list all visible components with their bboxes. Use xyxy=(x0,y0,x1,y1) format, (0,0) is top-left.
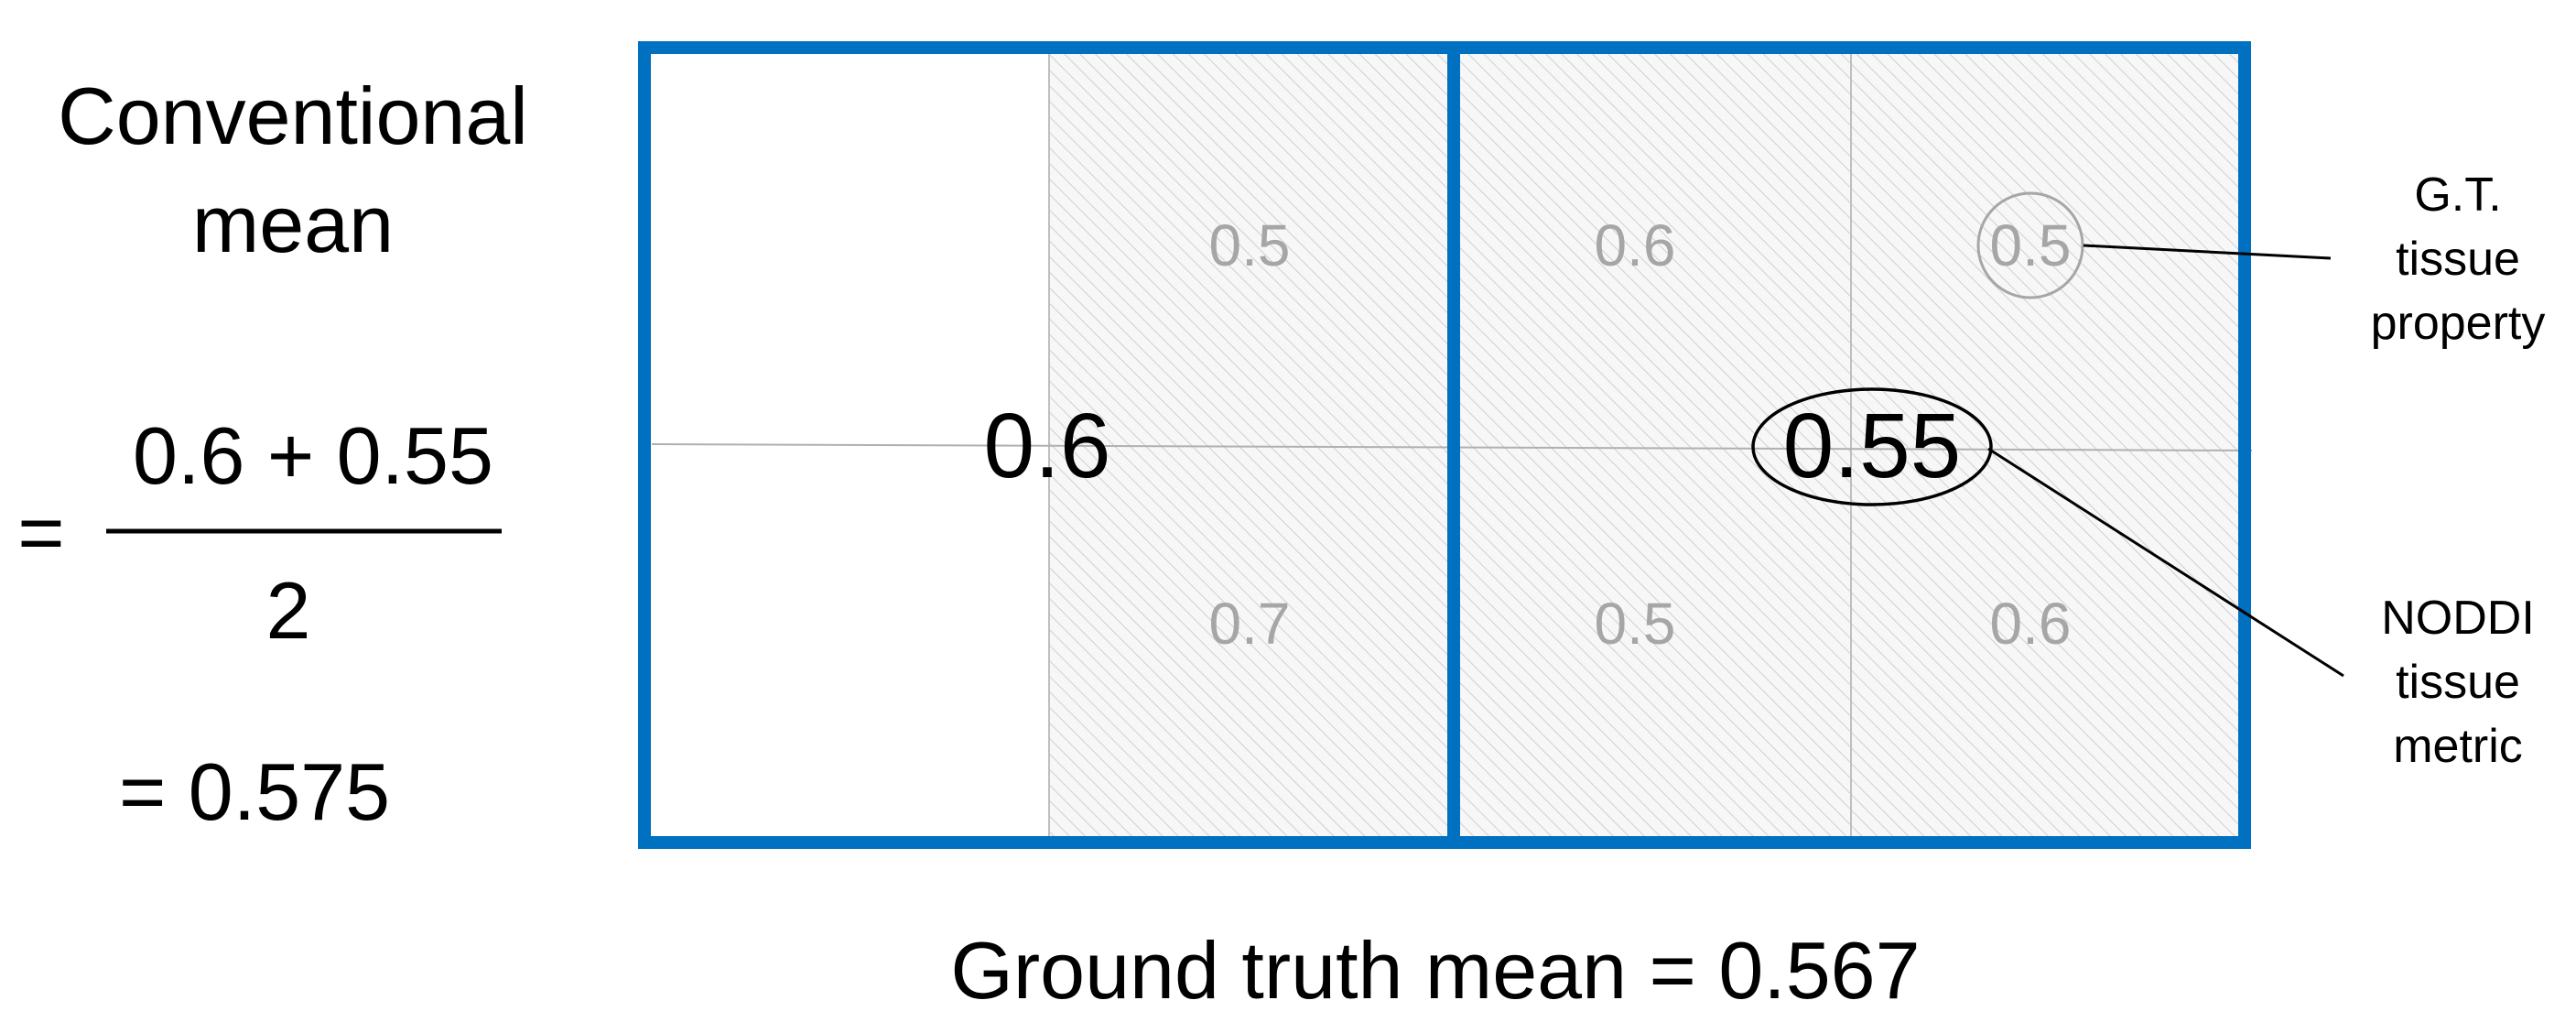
noddi-label-line3: metric xyxy=(2393,720,2523,773)
noddi-pointer-line xyxy=(1987,447,2344,678)
heading-line2: mean xyxy=(192,179,394,269)
gt-highlight-circle xyxy=(1976,191,2084,299)
voxel-left-value: 0.6 xyxy=(983,395,1110,497)
annotations: G.T. tissue property NODDI tissue metric xyxy=(1987,169,2546,773)
cell-top-left xyxy=(644,48,1049,445)
gt-pointer-line xyxy=(2083,244,2332,260)
cell-value: 0.5 xyxy=(1990,212,2072,278)
cell-top-mid2 xyxy=(1450,48,1851,445)
cell-bottom-left xyxy=(644,445,1049,843)
voxel-right-value: 0.55 xyxy=(1783,395,1962,497)
cell-value: 0.6 xyxy=(1990,591,2072,657)
gt-label-line2: tissue xyxy=(2396,233,2520,286)
cell-top-mid1 xyxy=(1049,48,1450,445)
cell-value: 0.5 xyxy=(1209,212,1291,278)
cell-bottom-right xyxy=(1851,445,2245,843)
voxel-grid: 0.5 0.6 0.5 0.7 0.5 0.6 0.6 0.55 xyxy=(638,41,2253,849)
cell-value: 0.7 xyxy=(1209,591,1291,657)
noddi-highlight-ellipse xyxy=(1751,387,1993,506)
cell-value: 0.6 xyxy=(1595,212,1676,278)
fraction-denominator: 2 xyxy=(266,565,311,656)
gt-label-line1: G.T. xyxy=(2414,169,2501,222)
conventional-mean-panel: Conventional mean = 0.6 + 0.55 2 = 0.575 xyxy=(17,71,528,837)
gt-label-line3: property xyxy=(2371,297,2546,350)
heading-line1: Conventional xyxy=(58,71,528,161)
cell-bottom-mid2 xyxy=(1450,445,1851,843)
fraction-numerator: 0.6 + 0.55 xyxy=(133,410,493,501)
noddi-label-line1: NODDI xyxy=(2381,592,2535,645)
cell-bottom-mid1 xyxy=(1049,445,1450,843)
cell-value: 0.5 xyxy=(1595,591,1676,657)
noddi-label-line2: tissue xyxy=(2396,656,2520,709)
cell-top-right xyxy=(1851,48,2245,445)
voxel-frame-right xyxy=(1447,41,2251,849)
equals-sign: = xyxy=(17,487,64,578)
ground-truth-mean: Ground truth mean = 0.567 xyxy=(950,925,1920,1016)
conventional-result: = 0.575 xyxy=(119,746,390,837)
